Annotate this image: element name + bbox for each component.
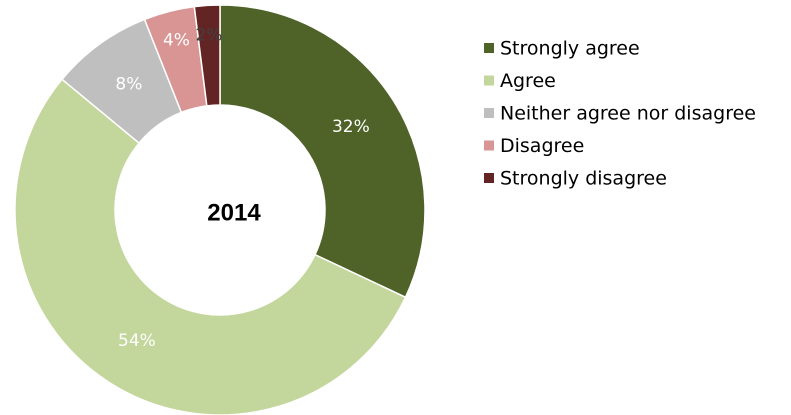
legend-label: Disagree [500, 135, 584, 157]
data-label: 4% [163, 30, 190, 50]
center-label: 2014 [207, 199, 261, 226]
donut-slice [219, 4, 426, 299]
donut-slice [193, 4, 221, 107]
legend-label: Strongly agree [500, 38, 640, 60]
legend-swatch [484, 140, 494, 151]
data-label: 8% [115, 75, 142, 95]
legend-swatch [484, 43, 494, 53]
legend-swatch [484, 75, 494, 86]
legend-swatch [484, 108, 494, 118]
legend-label: Agree [500, 70, 556, 92]
data-label: 32% [332, 117, 370, 137]
data-label: 2% [196, 25, 223, 45]
legend-label: Neither agree nor disagree [500, 103, 756, 125]
legend-swatch [484, 173, 494, 183]
donut-slice [14, 78, 407, 415]
data-label: 54% [118, 331, 156, 351]
legend-label: Strongly disagree [500, 168, 667, 190]
